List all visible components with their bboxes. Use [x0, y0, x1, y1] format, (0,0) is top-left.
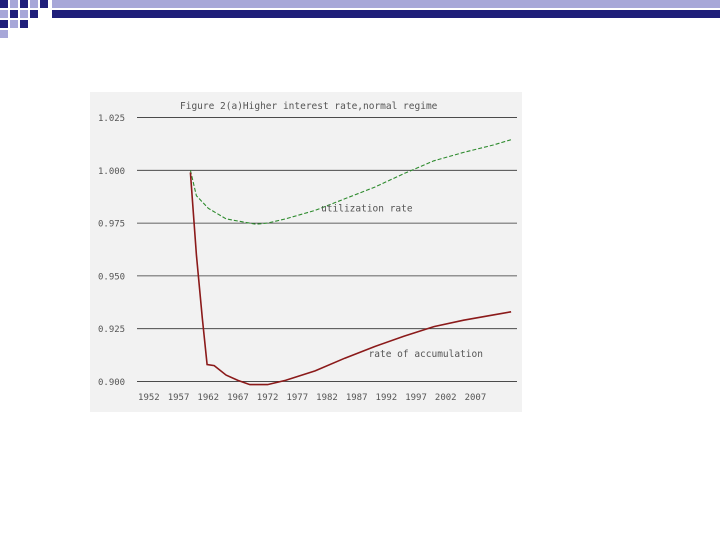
x-tick-label: 2002: [435, 393, 457, 403]
annotation-1: rate of accumulation: [369, 349, 483, 360]
x-tick-label: 1997: [405, 393, 427, 403]
y-tick-label: 0.975: [98, 220, 125, 230]
y-tick-label: 0.950: [98, 272, 125, 282]
x-tick-label: 1962: [197, 393, 219, 403]
annotation-layer: utilization rate rate of accumulation: [321, 204, 483, 361]
series-line-1: [189, 172, 512, 386]
series-layer: [189, 139, 512, 386]
y-tick-label: 0.900: [98, 378, 125, 388]
x-tick-label: 2007: [465, 393, 487, 403]
line-chart: Figure 2(a)Higher interest rate,normal r…: [98, 101, 517, 403]
x-tick-label: 1957: [168, 393, 190, 403]
x-tick-label: 1992: [376, 393, 398, 403]
y-tick-labels: 1.025 1.000 0.975 0.950 0.925 0.900: [98, 114, 125, 388]
decoration-squares: [0, 0, 48, 38]
annotation-0: utilization rate: [321, 204, 413, 215]
series-line-0: [189, 139, 512, 225]
x-tick-label: 1987: [346, 393, 368, 403]
y-tick-label: 0.925: [98, 325, 125, 335]
chart-title: Figure 2(a)Higher interest rate,normal r…: [180, 101, 438, 112]
corner-decoration: [0, 0, 720, 38]
grid-layer: [137, 117, 517, 382]
x-tick-label: 1967: [227, 393, 249, 403]
decoration-bar: [52, 0, 720, 18]
x-tick-label: 1982: [316, 393, 338, 403]
x-tick-label: 1952: [138, 393, 160, 403]
x-tick-labels: 1952 1957 1962 1967 1972 1977 1982 1987 1992 1997…: [138, 393, 486, 403]
chart-panel: Figure 2(a)Higher interest rate,normal r…: [90, 92, 522, 412]
y-tick-label: 1.025: [98, 114, 125, 124]
x-tick-label: 1972: [257, 393, 279, 403]
y-tick-label: 1.000: [98, 167, 125, 177]
x-tick-label: 1977: [286, 393, 308, 403]
